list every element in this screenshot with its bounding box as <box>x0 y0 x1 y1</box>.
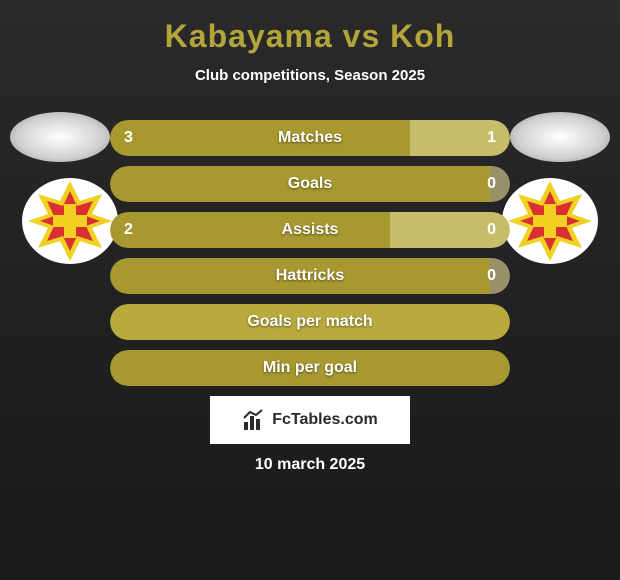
stats-container: 3 Matches 1 Goals 0 2 Assists 0 Hattrick… <box>110 120 510 396</box>
stat-label: Assists <box>110 212 510 248</box>
stat-row-assists: 2 Assists 0 <box>110 212 510 248</box>
stat-row-goals-per-match: Goals per match <box>110 304 510 340</box>
club-badge-icon <box>500 176 600 266</box>
player-avatar-right <box>510 112 610 162</box>
stat-value-right: 1 <box>487 120 496 156</box>
player-avatar-left <box>10 112 110 162</box>
chart-icon <box>242 408 266 432</box>
stat-row-goals: Goals 0 <box>110 166 510 202</box>
stat-label: Goals per match <box>110 304 510 340</box>
stat-row-min-per-goal: Min per goal <box>110 350 510 386</box>
club-badge-left <box>20 176 120 266</box>
stat-label: Hattricks <box>110 258 510 294</box>
stat-row-matches: 3 Matches 1 <box>110 120 510 156</box>
club-badge-right <box>500 176 600 266</box>
stat-value-right: 0 <box>487 212 496 248</box>
stat-value-right: 0 <box>487 258 496 294</box>
snapshot-date: 10 march 2025 <box>0 456 620 474</box>
page-title: Kabayama vs Koh <box>0 0 620 55</box>
fctables-label: FcTables.com <box>272 411 378 429</box>
stat-label: Matches <box>110 120 510 156</box>
club-badge-icon <box>20 176 120 266</box>
stat-label: Min per goal <box>110 350 510 386</box>
stat-value-right: 0 <box>487 166 496 202</box>
stat-label: Goals <box>110 166 510 202</box>
fctables-attribution[interactable]: FcTables.com <box>210 396 410 444</box>
page-subtitle: Club competitions, Season 2025 <box>0 67 620 84</box>
stat-row-hattricks: Hattricks 0 <box>110 258 510 294</box>
